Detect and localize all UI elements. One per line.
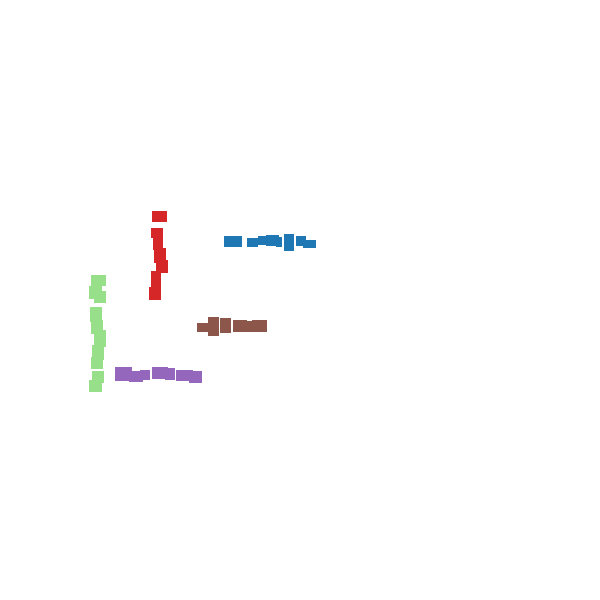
- stroke-green-segment: [91, 275, 106, 286]
- stroke-purple-segment: [152, 367, 168, 379]
- stroke-green-segment: [92, 345, 104, 360]
- stroke-purple-segment: [140, 370, 150, 380]
- stroke-purple-segment: [189, 371, 202, 383]
- stroke-green-segment: [91, 357, 103, 369]
- stroke-red-segment: [151, 228, 163, 238]
- stroke-green-segment: [89, 380, 102, 392]
- stroke-blue-segment: [296, 236, 306, 246]
- stroke-green-segment: [94, 330, 106, 347]
- stroke-brown-segment: [220, 318, 231, 333]
- stroke-blue-segment: [284, 234, 294, 251]
- stroke-blue-segment: [276, 237, 282, 247]
- stroke-brown-segment: [197, 323, 211, 332]
- stroke-blue-segment: [303, 240, 316, 248]
- stroke-green-segment: [90, 307, 102, 322]
- stroke-purple-segment: [115, 367, 132, 381]
- stroke-purple-segment: [165, 368, 175, 380]
- stroke-brown-segment: [252, 320, 267, 332]
- stroke-red-segment: [156, 260, 168, 273]
- stroke-red-segment: [149, 287, 161, 300]
- stroke-purple-segment: [129, 371, 143, 382]
- stroke-blue-segment: [247, 238, 258, 247]
- stroke-brown-segment: [245, 321, 255, 332]
- stroke-brown-segment: [233, 320, 247, 332]
- stroke-red-segment: [152, 211, 167, 222]
- stroke-red-segment: [153, 236, 163, 250]
- stroke-blue-segment: [224, 236, 242, 247]
- stroke-red-segment: [154, 248, 166, 263]
- stroke-green-segment: [94, 291, 106, 303]
- stroke-brown-segment: [208, 317, 219, 336]
- stroke-blue-segment: [258, 236, 268, 245]
- stroke-red-segment: [151, 271, 161, 289]
- stroke-blue-segment: [266, 235, 279, 246]
- stroke-purple-segment: [176, 370, 193, 381]
